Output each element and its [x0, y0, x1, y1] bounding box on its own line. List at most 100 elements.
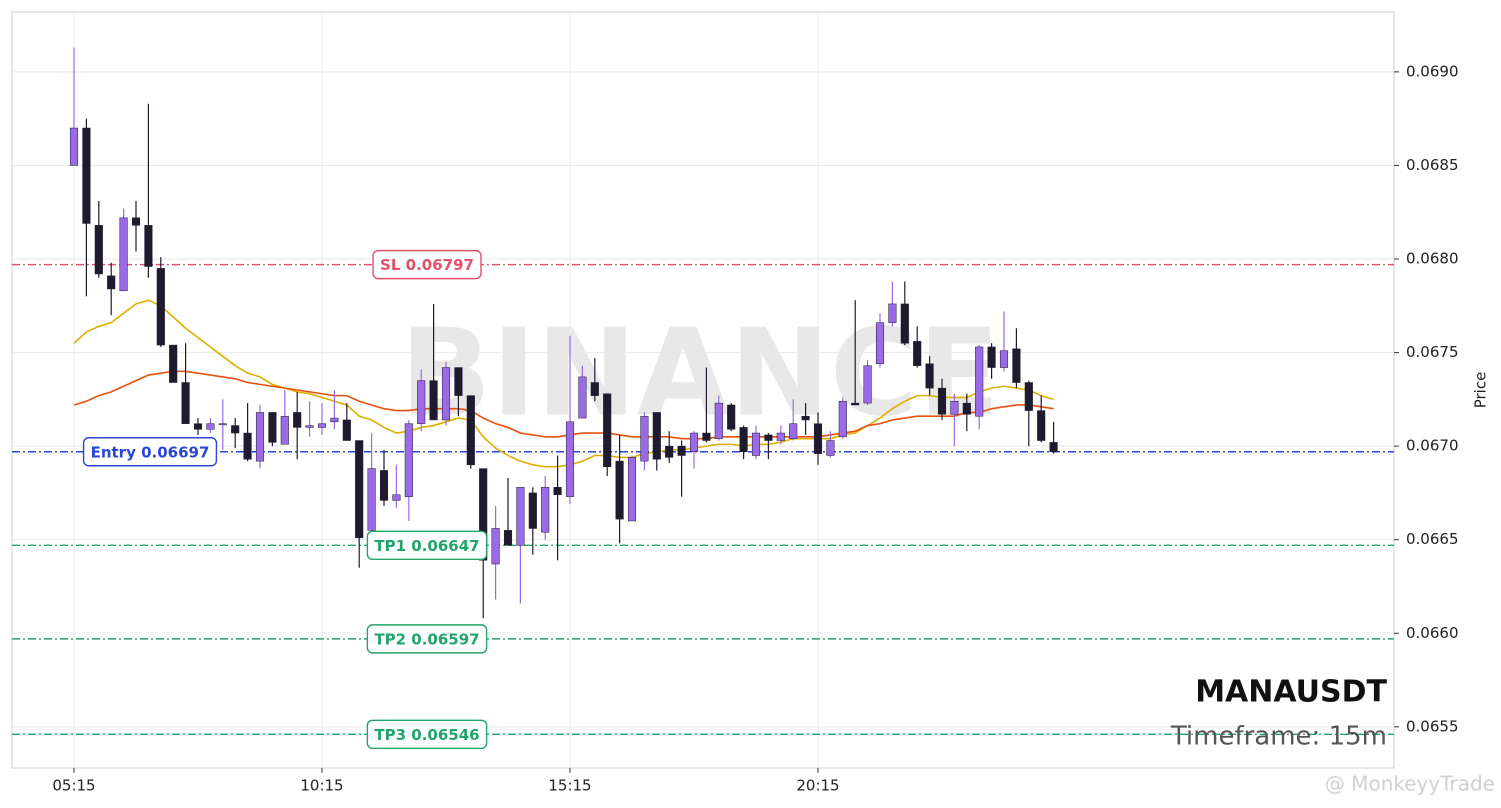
- candle-body: [578, 376, 587, 419]
- level-label-box: [372, 249, 482, 280]
- candle-body: [392, 494, 401, 501]
- candle-body: [119, 217, 128, 292]
- candle-body: [689, 432, 699, 453]
- candle-body: [491, 528, 500, 565]
- level-label: SL 0.06797: [380, 256, 474, 274]
- y-tick-label: 0.0660: [1406, 624, 1459, 642]
- candle-body: [888, 303, 897, 323]
- candle-body: [516, 487, 525, 546]
- candle-body: [107, 275, 116, 290]
- candle-body: [1049, 442, 1058, 453]
- candle-body: [429, 380, 438, 421]
- candle-body: [1012, 348, 1021, 383]
- candle-body: [801, 415, 810, 421]
- candle-body: [627, 457, 637, 522]
- level-label-box: [82, 437, 218, 467]
- candle-body: [169, 344, 178, 383]
- candle-body: [280, 415, 289, 445]
- candle-body: [702, 432, 711, 441]
- x-tick-label: 05:15: [52, 777, 95, 795]
- candle-body: [751, 432, 761, 456]
- candle-body: [441, 367, 451, 421]
- candle-body: [1037, 410, 1046, 441]
- candle-body: [714, 402, 723, 439]
- candle-body: [355, 440, 364, 539]
- candle-body: [826, 440, 835, 456]
- candle-body: [863, 365, 872, 404]
- level-label: TP1 0.06647: [374, 537, 479, 555]
- y-tick-label: 0.0670: [1406, 437, 1459, 455]
- candle-body: [962, 402, 971, 415]
- candle-body: [379, 470, 389, 501]
- y-tick-label: 0.0655: [1406, 717, 1459, 735]
- candle-body: [925, 363, 934, 389]
- candle-body: [330, 417, 339, 423]
- candle-body: [1024, 382, 1033, 411]
- candle-body: [776, 432, 785, 441]
- credit: @ MonkeyyTrade: [1325, 772, 1495, 796]
- candle-body: [69, 127, 79, 166]
- candle-body: [615, 460, 624, 520]
- x-tick-label: 10:15: [300, 777, 343, 795]
- candle-body: [528, 492, 537, 529]
- y-tick-label: 0.0685: [1406, 156, 1459, 174]
- candle-body: [677, 445, 686, 456]
- candle-body: [156, 268, 165, 346]
- level-label-box: [366, 530, 488, 561]
- candle-body: [565, 421, 575, 497]
- y-tick-label: 0.0680: [1406, 250, 1459, 268]
- candle-body: [367, 468, 376, 531]
- candle-body: [94, 225, 103, 275]
- ma-line: [73, 299, 1054, 468]
- y-tick-label: 0.0665: [1406, 530, 1459, 548]
- candle-body: [640, 415, 649, 462]
- candle-body: [268, 412, 277, 443]
- level-label: TP3 0.06546: [374, 726, 479, 744]
- candle-body: [541, 487, 550, 533]
- candle-body: [652, 412, 661, 460]
- candle-body: [987, 346, 996, 368]
- candle-body: [838, 400, 847, 438]
- candle-body: [342, 419, 351, 441]
- x-tick-label: 20:15: [796, 777, 839, 795]
- y-axis-label: Price: [1472, 372, 1490, 409]
- candle-body: [999, 350, 1009, 368]
- candle-body: [950, 400, 959, 415]
- candle-body: [727, 404, 736, 430]
- candle-body: [665, 445, 674, 458]
- candle-body: [82, 127, 91, 224]
- candle-body: [404, 423, 413, 497]
- candle-body: [789, 423, 798, 439]
- candle-body: [417, 380, 426, 424]
- candle-body: [813, 423, 823, 454]
- candle-body: [243, 432, 252, 460]
- level-label-box: [366, 624, 488, 654]
- x-tick-label: 15:15: [548, 777, 591, 795]
- ma-line: [73, 370, 1054, 440]
- candle-body: [739, 427, 748, 453]
- subtitle: Timeframe: 15m: [1170, 722, 1387, 752]
- candle-body: [875, 322, 885, 365]
- candle-body: [851, 402, 860, 406]
- level-label: Entry 0.06697: [91, 443, 210, 461]
- candle-body: [975, 346, 984, 417]
- candle-body: [764, 434, 773, 441]
- candle-body: [193, 423, 203, 430]
- candle-body: [231, 425, 240, 434]
- candle-body: [293, 412, 302, 428]
- candle-body: [305, 425, 314, 428]
- plot-area: [11, 11, 1395, 769]
- candle-body: [144, 225, 153, 267]
- candle-body: [218, 423, 227, 426]
- level-label-box: [366, 719, 488, 750]
- candle-body: [590, 382, 599, 396]
- symbol: MANAUSDT: [1195, 675, 1387, 710]
- y-tick-label: 0.0675: [1406, 343, 1459, 361]
- watermark: BINANCE: [400, 305, 1000, 444]
- y-tick-label: 0.0690: [1406, 62, 1459, 80]
- candle-body: [900, 303, 909, 344]
- candle-body: [131, 217, 141, 226]
- candle-body: [913, 341, 922, 366]
- candle-body: [503, 530, 513, 546]
